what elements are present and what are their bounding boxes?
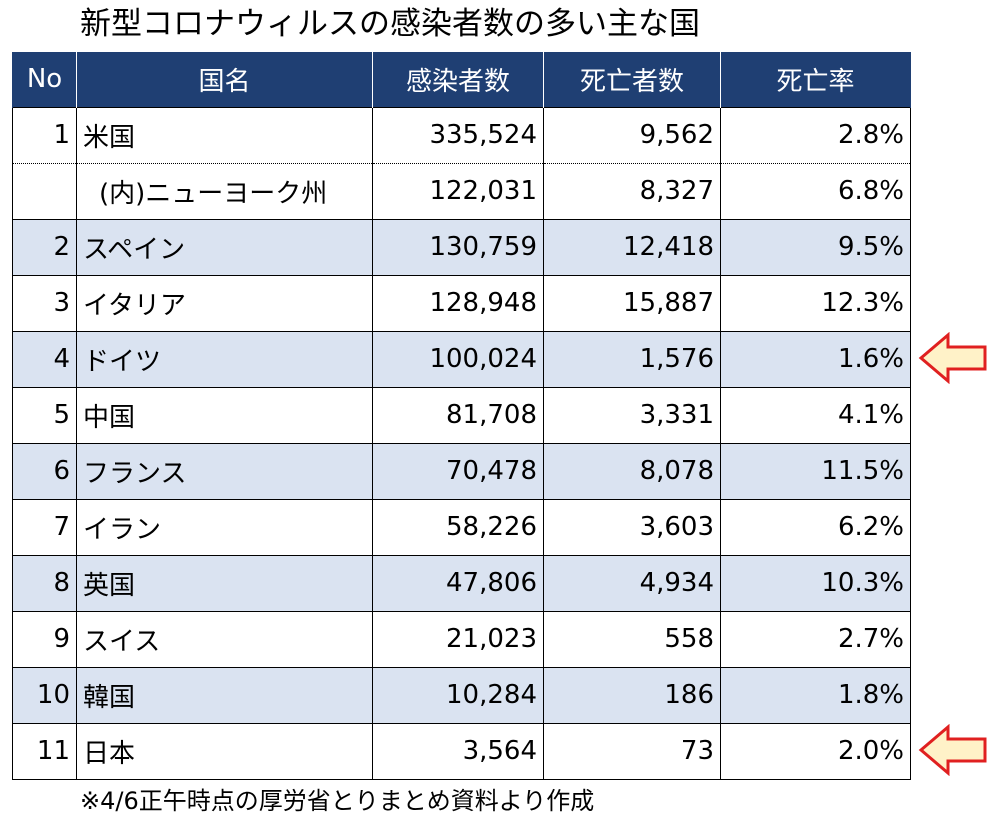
row-rate: 10.3% [720,554,911,612]
row-no: 3 [12,274,77,332]
table-row: 11 日本 3,564 73 2.0% [12,722,911,780]
table-row: 3 イタリア 128,948 15,887 12.3% [12,274,911,332]
page-title: 新型コロナウィルスの感染者数の多い主な国 [80,6,700,42]
row-rate: 6.8% [720,162,911,220]
row-country: 中国 [76,386,373,444]
table-row: 2 スペイン 130,759 12,418 9.5% [12,218,911,276]
table-body: 1 米国 335,524 9,562 2.8% (内)ニューヨーク州 122,0… [12,106,911,780]
left-arrow-icon [918,332,987,384]
row-deaths: 12,418 [543,218,721,276]
header-deaths: 死亡者数 [543,52,721,107]
row-no: 11 [12,722,77,780]
row-cases: 128,948 [372,274,544,332]
row-rate: 6.2% [720,498,911,556]
row-country: イラン [76,498,373,556]
row-country: 韓国 [76,666,373,724]
row-cases: 10,284 [372,666,544,724]
row-rate: 9.5% [720,218,911,276]
row-deaths: 9,562 [543,106,721,164]
row-no: 10 [12,666,77,724]
row-rate: 2.8% [720,106,911,164]
row-deaths: 73 [543,722,721,780]
row-country: フランス [76,442,373,500]
row-country: スイス [76,610,373,668]
row-deaths: 15,887 [543,274,721,332]
row-cases: 335,524 [372,106,544,164]
row-no: 1 [12,106,77,164]
row-country: スペイン [76,218,373,276]
row-cases: 100,024 [372,330,544,388]
header-no: No [12,52,77,107]
row-no: 8 [12,554,77,612]
row-deaths: 3,603 [543,498,721,556]
row-cases: 3,564 [372,722,544,780]
row-country: イタリア [76,274,373,332]
footnote: ※4/6正午時点の厚労省とりまとめ資料より作成 [80,787,595,815]
table-row: 4 ドイツ 100,024 1,576 1.6% [12,330,911,388]
table-header: No 国名 感染者数 死亡者数 死亡率 [12,52,911,107]
row-deaths: 8,078 [543,442,721,500]
row-no [12,162,77,220]
row-deaths: 1,576 [543,330,721,388]
row-rate: 1.8% [720,666,911,724]
row-no: 4 [12,330,77,388]
row-rate: 11.5% [720,442,911,500]
row-country: ドイツ [76,330,373,388]
row-no: 7 [12,498,77,556]
table-row: 1 米国 335,524 9,562 2.8% [12,106,911,164]
row-cases: 58,226 [372,498,544,556]
row-rate: 4.1% [720,386,911,444]
row-no: 5 [12,386,77,444]
header-row: No 国名 感染者数 死亡者数 死亡率 [12,52,911,107]
table-row: (内)ニューヨーク州 122,031 8,327 6.8% [12,162,911,220]
row-no: 2 [12,218,77,276]
row-deaths: 3,331 [543,386,721,444]
covid-cases-table: No 国名 感染者数 死亡者数 死亡率 1 米国 335,524 9,562 2… [12,52,911,780]
left-arrow-icon [918,724,987,776]
row-cases: 21,023 [372,610,544,668]
row-rate: 12.3% [720,274,911,332]
row-deaths: 8,327 [543,162,721,220]
table-row: 8 英国 47,806 4,934 10.3% [12,554,911,612]
table-row: 6 フランス 70,478 8,078 11.5% [12,442,911,500]
row-country: 米国 [76,106,373,164]
header-country: 国名 [76,52,373,107]
row-rate: 1.6% [720,330,911,388]
row-rate: 2.0% [720,722,911,780]
row-deaths: 558 [543,610,721,668]
row-cases: 47,806 [372,554,544,612]
row-country: (内)ニューヨーク州 [76,162,373,220]
row-cases: 130,759 [372,218,544,276]
row-deaths: 186 [543,666,721,724]
header-fatality-rate: 死亡率 [720,52,911,107]
table-row: 10 韓国 10,284 186 1.8% [12,666,911,724]
row-cases: 122,031 [372,162,544,220]
row-deaths: 4,934 [543,554,721,612]
table-row: 9 スイス 21,023 558 2.7% [12,610,911,668]
header-cases: 感染者数 [372,52,544,107]
row-no: 6 [12,442,77,500]
row-no: 9 [12,610,77,668]
row-country: 日本 [76,722,373,780]
row-rate: 2.7% [720,610,911,668]
table-row: 7 イラン 58,226 3,603 6.2% [12,498,911,556]
row-cases: 70,478 [372,442,544,500]
row-country: 英国 [76,554,373,612]
table-row: 5 中国 81,708 3,331 4.1% [12,386,911,444]
row-cases: 81,708 [372,386,544,444]
